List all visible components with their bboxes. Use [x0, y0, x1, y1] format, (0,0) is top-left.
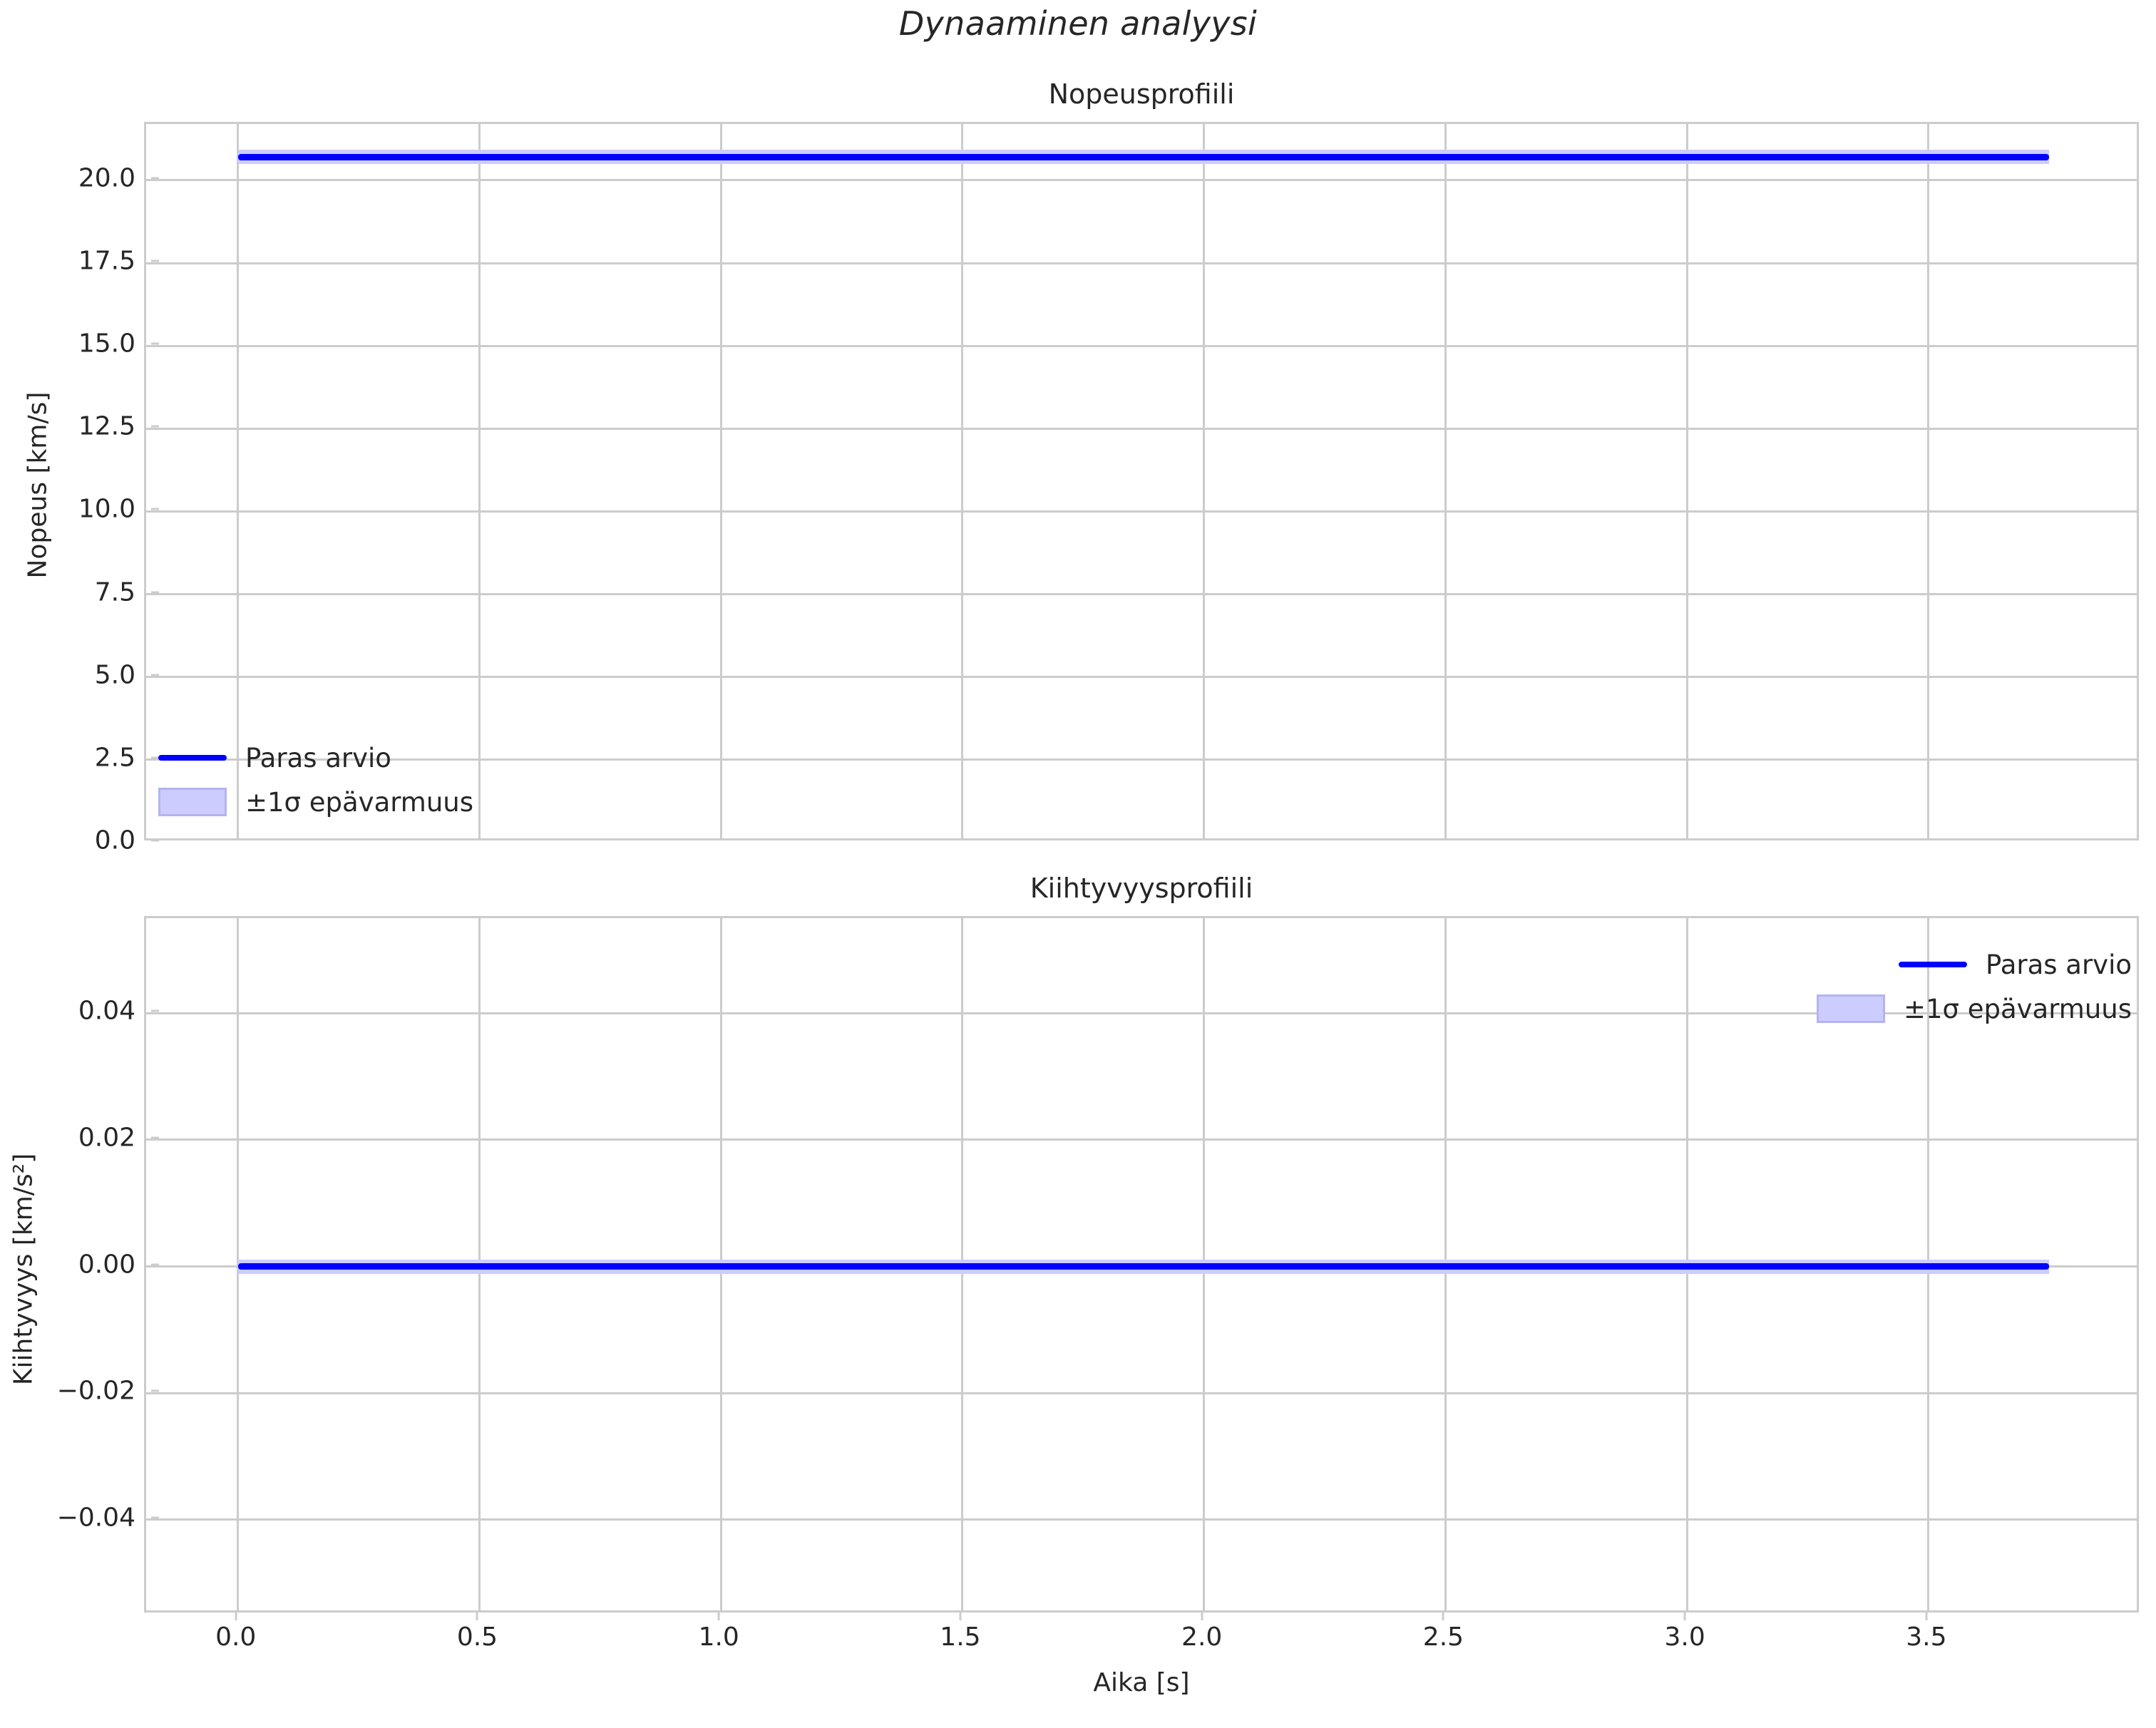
velocity-ylabel: Nopeus [km/s]	[23, 391, 53, 579]
xtick-label: 3.5	[1906, 1622, 1947, 1652]
velocity-subplot-title: Nopeusprofiili	[1048, 78, 1235, 110]
ytick-label: −0.02	[56, 1376, 135, 1406]
ytick-label: 15.0	[78, 329, 135, 359]
ytick-mark	[151, 1136, 159, 1139]
best-estimate-line	[237, 153, 2050, 160]
acceleration-subplot-title: Kiihtyvyysprofiili	[1030, 873, 1253, 904]
ytick-label: −0.04	[56, 1503, 135, 1533]
legend-entry-uncertainty: ±1σ epävarmuus	[1816, 992, 2132, 1025]
xtick-mark	[235, 1613, 237, 1620]
gridline-horizontal	[146, 758, 2137, 761]
legend-entry-best-estimate: Paras arvio	[1899, 948, 2132, 981]
gridline-horizontal	[146, 262, 2137, 264]
ytick-label: 0.02	[78, 1123, 135, 1153]
acceleration-legend: Paras arvio ±1σ epävarmuus	[1816, 948, 2132, 1025]
ytick-label: 10.0	[78, 494, 135, 524]
ytick-mark	[151, 425, 159, 428]
ytick-label: 0.0	[94, 826, 135, 855]
ytick-mark	[151, 177, 159, 180]
gridline-vertical	[478, 124, 481, 838]
ytick-label: 0.00	[78, 1250, 135, 1279]
ytick-label: 0.04	[78, 996, 135, 1026]
xtick-mark	[717, 1613, 720, 1620]
ytick-mark	[151, 1516, 159, 1519]
ytick-mark	[151, 259, 159, 262]
acceleration-plot-area	[144, 916, 2139, 1613]
ytick-mark	[151, 342, 159, 345]
legend-entry-uncertainty: ±1σ epävarmuus	[158, 786, 473, 818]
legend-label-best-estimate: Paras arvio	[245, 742, 391, 773]
gridline-horizontal	[146, 593, 2137, 596]
gridline-horizontal	[146, 676, 2137, 679]
gridline-horizontal	[146, 427, 2137, 430]
acceleration-ytick-labels: 0.04 0.02 0.00 −0.02 −0.04	[14, 916, 159, 1613]
gridline-horizontal	[146, 1518, 2137, 1521]
legend-line-swatch-icon	[158, 755, 227, 761]
figure-suptitle: Dynaaminen analyysi	[898, 4, 1258, 43]
xtick-label: 0.5	[456, 1622, 498, 1652]
xtick-mark	[1201, 1613, 1203, 1620]
legend-line-swatch-icon	[1899, 962, 1968, 967]
gridline-vertical	[719, 124, 722, 838]
xtick-label: 0.0	[215, 1622, 257, 1652]
gridline-horizontal	[146, 510, 2137, 513]
ytick-label: 5.0	[94, 660, 135, 690]
gridline-horizontal	[146, 1392, 2137, 1394]
ytick-mark	[151, 1263, 159, 1265]
gridline-vertical	[961, 124, 964, 838]
legend-band-swatch-icon	[158, 788, 227, 816]
legend-entry-best-estimate: Paras arvio	[158, 741, 473, 774]
gridline-vertical	[1203, 124, 1206, 838]
legend-label-uncertainty: ±1σ epävarmuus	[1903, 993, 2132, 1024]
xtick-mark	[1925, 1613, 1928, 1620]
ytick-mark	[151, 756, 159, 759]
ytick-mark	[151, 508, 159, 510]
ytick-label: 12.5	[78, 411, 135, 441]
gridline-horizontal	[146, 1138, 2137, 1141]
acceleration-ylabel: Kiihtyvyys [km/s²]	[9, 1153, 38, 1386]
ytick-mark	[151, 591, 159, 594]
ytick-label: 7.5	[94, 577, 135, 607]
velocity-legend: Paras arvio ±1σ epävarmuus	[158, 741, 473, 818]
legend-band-swatch-icon	[1816, 994, 1885, 1023]
ytick-label: 2.5	[94, 743, 135, 773]
xtick-label: 2.0	[1181, 1622, 1223, 1652]
xtick-mark	[1442, 1613, 1444, 1620]
gridline-vertical	[1927, 124, 1930, 838]
legend-label-uncertainty: ±1σ epävarmuus	[245, 786, 474, 818]
xtick-label: 1.0	[698, 1622, 739, 1652]
xtick-mark	[959, 1613, 962, 1620]
gridline-horizontal	[146, 179, 2137, 182]
best-estimate-line	[237, 1263, 2050, 1270]
gridline-horizontal	[146, 1012, 2137, 1014]
ytick-label: 20.0	[78, 163, 135, 193]
gridline-vertical	[237, 124, 240, 838]
xtick-label: 2.5	[1422, 1622, 1464, 1652]
gridline-horizontal	[146, 344, 2137, 347]
legend-label-best-estimate: Paras arvio	[1986, 949, 2132, 980]
velocity-plot-area	[144, 122, 2139, 840]
ytick-mark	[151, 674, 159, 677]
ytick-label: 17.5	[78, 246, 135, 276]
ytick-mark	[151, 1009, 159, 1012]
xtick-mark	[476, 1613, 478, 1620]
gridline-vertical	[1444, 124, 1447, 838]
xtick-mark	[1683, 1613, 1686, 1620]
velocity-ytick-labels: 0.0 2.5 5.0 7.5 10.0 12.5 15.0 17.5 20.0	[14, 122, 159, 855]
xtick-label: 3.0	[1664, 1622, 1705, 1652]
ytick-mark	[151, 1389, 159, 1392]
shared-xlabel: Aika [s]	[1093, 1668, 1190, 1697]
gridline-vertical	[1685, 124, 1688, 838]
xtick-label: 1.5	[940, 1622, 981, 1652]
ytick-mark	[151, 839, 159, 842]
